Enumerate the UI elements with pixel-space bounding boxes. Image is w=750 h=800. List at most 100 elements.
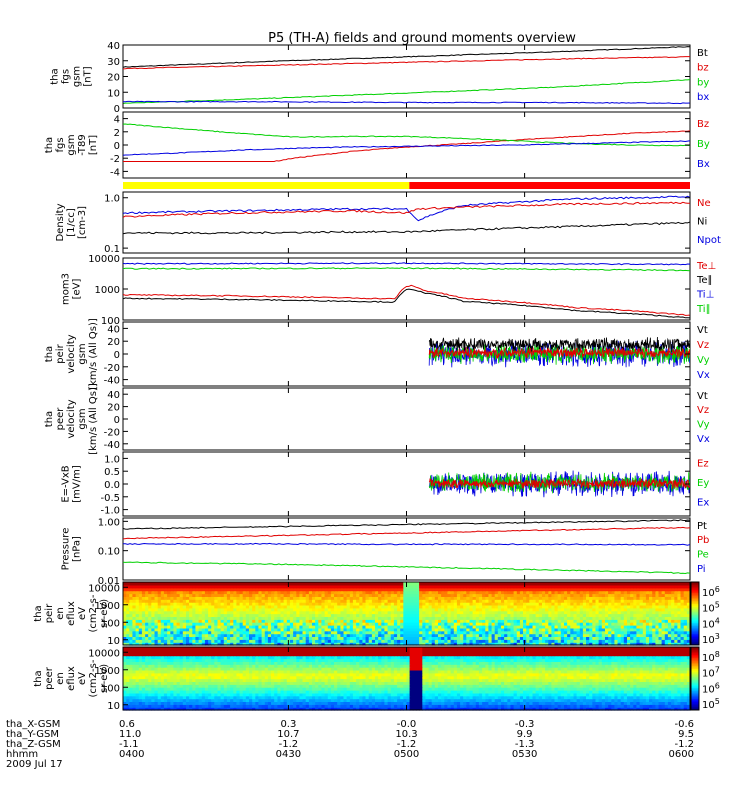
spectrogram-cell <box>674 701 679 705</box>
spectrogram-cell <box>346 622 351 626</box>
spectrogram-cell <box>434 616 439 620</box>
spectrogram-cell <box>186 639 190 643</box>
spectrogram-cell <box>428 607 433 612</box>
spectrogram-cell <box>526 584 530 589</box>
spectrogram-cell <box>450 633 455 637</box>
y-tick-label-0: 40 <box>107 41 120 52</box>
spectrogram-cell <box>444 625 449 629</box>
spectrogram-cell <box>346 602 351 606</box>
spectrogram-cell <box>145 633 149 637</box>
spectrogram-cell <box>261 627 266 632</box>
spectrogram-cell <box>501 639 505 643</box>
spectrogram-cell <box>636 627 641 632</box>
spectrogram-cell <box>482 604 486 609</box>
spectrogram-cell <box>267 707 272 711</box>
spectrogram-cell <box>245 616 250 620</box>
spectrogram-cell <box>501 707 505 711</box>
spectrogram-cell <box>444 607 449 612</box>
spectrogram-cell <box>447 701 452 705</box>
spectrogram-cell <box>614 704 619 708</box>
spectrogram-cell <box>485 704 490 708</box>
spectrogram-cell <box>236 636 241 640</box>
spectrogram-cell <box>334 599 338 603</box>
spectrogram-cell <box>189 633 193 637</box>
spectrogram-cell <box>233 602 238 606</box>
spectrogram-cell <box>655 602 660 606</box>
panel-frame-5 <box>122 387 691 451</box>
spectrogram-cell <box>264 636 269 640</box>
spectrogram-cell <box>126 582 130 586</box>
spectrogram-cell <box>226 627 231 632</box>
spectrogram-cell <box>337 701 341 705</box>
spectrogram-cell <box>491 636 496 640</box>
spectrogram-cell <box>220 613 225 617</box>
spectrogram-cell <box>230 604 234 609</box>
spectrogram-cell <box>280 587 285 592</box>
spectrogram-cell <box>554 587 559 592</box>
spectrogram-cell <box>211 642 215 646</box>
spectrogram-cell <box>582 616 587 620</box>
spectrogram-cell <box>349 642 354 646</box>
spectrogram-cell <box>305 698 310 702</box>
spectrogram-cell <box>264 593 269 597</box>
spectrogram-cell <box>441 622 445 626</box>
colorbar-cell <box>691 608 699 611</box>
spectrogram-cell <box>327 704 332 708</box>
spectrogram-cell <box>220 625 225 629</box>
spectrogram-cell <box>595 627 600 632</box>
spectrogram-cell <box>141 584 146 589</box>
spectrogram-cell <box>460 642 464 646</box>
spectrogram-cell <box>504 599 508 603</box>
spectrogram-cell <box>649 590 653 595</box>
spectrogram-cell <box>126 616 130 620</box>
spectrogram-cell <box>204 619 209 623</box>
spectrogram-cell <box>686 613 691 617</box>
spectrogram-cell <box>649 704 653 708</box>
spectrogram-cell <box>334 701 338 705</box>
y-axis-label-line: [eV] <box>72 279 83 300</box>
spectrogram-cell <box>551 616 556 620</box>
spectrogram-cell <box>441 593 445 597</box>
spectrogram-cell <box>501 593 505 597</box>
spectrogram-cell <box>151 610 156 615</box>
spectrogram-cell <box>387 599 392 603</box>
spectrogram-cell <box>223 599 228 603</box>
spectrogram-cell <box>176 593 181 597</box>
spectrogram-cell <box>211 602 215 606</box>
spectrogram-cell <box>620 599 625 603</box>
spectrogram-cell <box>371 587 376 592</box>
spectrogram-cell <box>507 639 512 643</box>
spectrogram-cell <box>283 604 288 609</box>
spectrogram-cell <box>611 707 616 711</box>
spectrogram-cell <box>170 593 175 597</box>
spectrogram-cell <box>403 599 408 603</box>
spectrogram-cell <box>428 596 433 600</box>
spectrogram-cell <box>403 630 408 635</box>
spectrogram-cell <box>671 590 675 595</box>
y-tick-label-5: -40 <box>104 440 120 451</box>
spectrogram-cell <box>677 582 682 586</box>
colorbar-cell <box>691 607 699 610</box>
spectrogram-cell <box>582 704 587 708</box>
spectrogram-cell <box>151 619 156 623</box>
spectrogram-cell <box>375 610 379 615</box>
spectrogram-cell <box>460 593 464 597</box>
spectrogram-cell <box>431 616 436 620</box>
spectrogram-cell <box>249 602 253 606</box>
spectrogram-cell <box>308 704 313 708</box>
spectrogram-cell <box>305 622 310 626</box>
spectrogram-cell <box>532 630 537 635</box>
spectrogram-cell <box>523 593 527 597</box>
spectrogram-cell <box>595 607 600 612</box>
spectrogram-cell <box>208 698 212 702</box>
spectrogram-cell <box>667 707 672 711</box>
spectrogram-cell <box>516 610 521 615</box>
spectrogram-cell <box>359 627 364 632</box>
spectrogram-cell <box>554 627 559 632</box>
spectrogram-cell <box>488 701 493 705</box>
spectrogram-cell <box>658 627 663 632</box>
spectrogram-cell <box>252 704 256 708</box>
spectrogram-cell <box>242 599 247 603</box>
legend-entry-2: Ni <box>697 216 707 227</box>
spectrogram-cell <box>393 607 398 612</box>
